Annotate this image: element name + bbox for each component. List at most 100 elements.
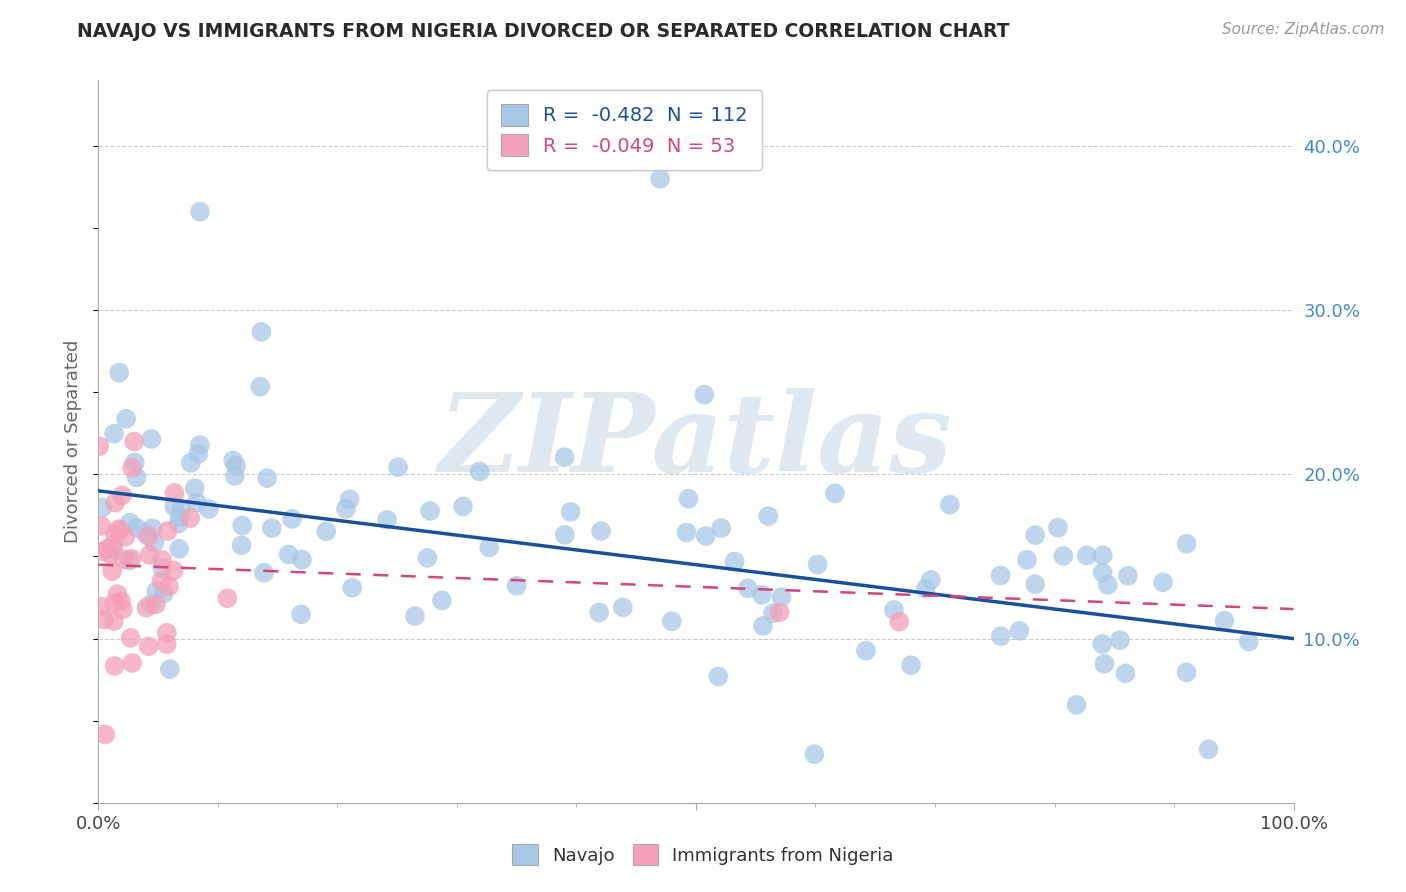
Point	[150, 561, 173, 575]
Legend: R =  -0.482  N = 112, R =  -0.049  N = 53: R = -0.482 N = 112, R = -0.049 N = 53	[486, 90, 762, 169]
Point	[100, 547, 122, 561]
Point	[1175, 665, 1198, 680]
Legend: Navajo, Immigrants from Nigeria: Navajo, Immigrants from Nigeria	[503, 835, 903, 874]
Point	[560, 505, 582, 519]
Text: Source: ZipAtlas.com: Source: ZipAtlas.com	[1222, 22, 1385, 37]
Point	[1152, 575, 1174, 590]
Point	[96, 541, 118, 556]
Point	[152, 586, 174, 600]
Point	[231, 538, 253, 552]
Point	[169, 509, 191, 524]
Point	[159, 662, 181, 676]
Point	[661, 615, 683, 629]
Point	[138, 529, 160, 543]
Point	[920, 573, 942, 587]
Point	[120, 631, 142, 645]
Point	[1198, 742, 1220, 756]
Point	[179, 511, 201, 525]
Point	[103, 426, 125, 441]
Point	[1046, 520, 1069, 534]
Point	[889, 615, 911, 629]
Point	[93, 612, 115, 626]
Point	[180, 456, 202, 470]
Point	[141, 521, 163, 535]
Point	[167, 516, 190, 531]
Point	[222, 453, 245, 467]
Point	[375, 513, 398, 527]
Point	[339, 492, 361, 507]
Point	[94, 727, 117, 741]
Point	[231, 518, 253, 533]
Point	[167, 541, 190, 556]
Point	[125, 521, 148, 535]
Point	[157, 579, 180, 593]
Point	[114, 530, 136, 544]
Point	[111, 488, 134, 502]
Point	[1024, 577, 1046, 591]
Point	[103, 614, 125, 628]
Point	[468, 465, 491, 479]
Point	[90, 599, 112, 614]
Point	[118, 553, 141, 567]
Point	[125, 470, 148, 484]
Point	[225, 458, 247, 473]
Point	[1094, 657, 1116, 671]
Point	[277, 548, 299, 562]
Point	[588, 606, 610, 620]
Point	[1076, 549, 1098, 563]
Point	[187, 447, 209, 461]
Point	[134, 526, 156, 541]
Point	[163, 486, 186, 500]
Point	[139, 597, 162, 611]
Point	[138, 548, 160, 562]
Point	[138, 640, 160, 654]
Point	[124, 456, 146, 470]
Point	[156, 637, 179, 651]
Point	[198, 502, 221, 516]
Point	[107, 587, 129, 601]
Point	[124, 434, 146, 449]
Point	[150, 553, 173, 567]
Point	[990, 568, 1012, 582]
Point	[104, 527, 127, 541]
Point	[89, 439, 111, 453]
Point	[143, 535, 166, 549]
Point	[737, 582, 759, 596]
Point	[224, 469, 246, 483]
Point	[914, 582, 936, 596]
Point	[188, 438, 211, 452]
Point	[505, 579, 527, 593]
Point	[291, 552, 314, 566]
Point	[145, 598, 167, 612]
Point	[695, 529, 717, 543]
Point	[150, 574, 173, 588]
Point	[387, 460, 409, 475]
Point	[188, 204, 211, 219]
Point	[1109, 633, 1132, 648]
Point	[756, 509, 779, 524]
Point	[156, 524, 179, 538]
Point	[111, 602, 134, 616]
Point	[1091, 566, 1114, 580]
Point	[91, 544, 114, 558]
Point	[478, 541, 501, 555]
Point	[900, 658, 922, 673]
Point	[170, 502, 193, 516]
Point	[249, 380, 271, 394]
Point	[990, 629, 1012, 643]
Point	[260, 521, 283, 535]
Point	[1175, 537, 1198, 551]
Point	[554, 450, 576, 465]
Point	[855, 643, 877, 657]
Point	[101, 564, 124, 578]
Point	[768, 605, 790, 619]
Point	[104, 659, 127, 673]
Point	[675, 525, 697, 540]
Point	[121, 656, 143, 670]
Point	[281, 512, 304, 526]
Point	[217, 591, 239, 606]
Point	[145, 584, 167, 599]
Point	[163, 563, 186, 577]
Point	[1024, 528, 1046, 542]
Point	[589, 524, 612, 538]
